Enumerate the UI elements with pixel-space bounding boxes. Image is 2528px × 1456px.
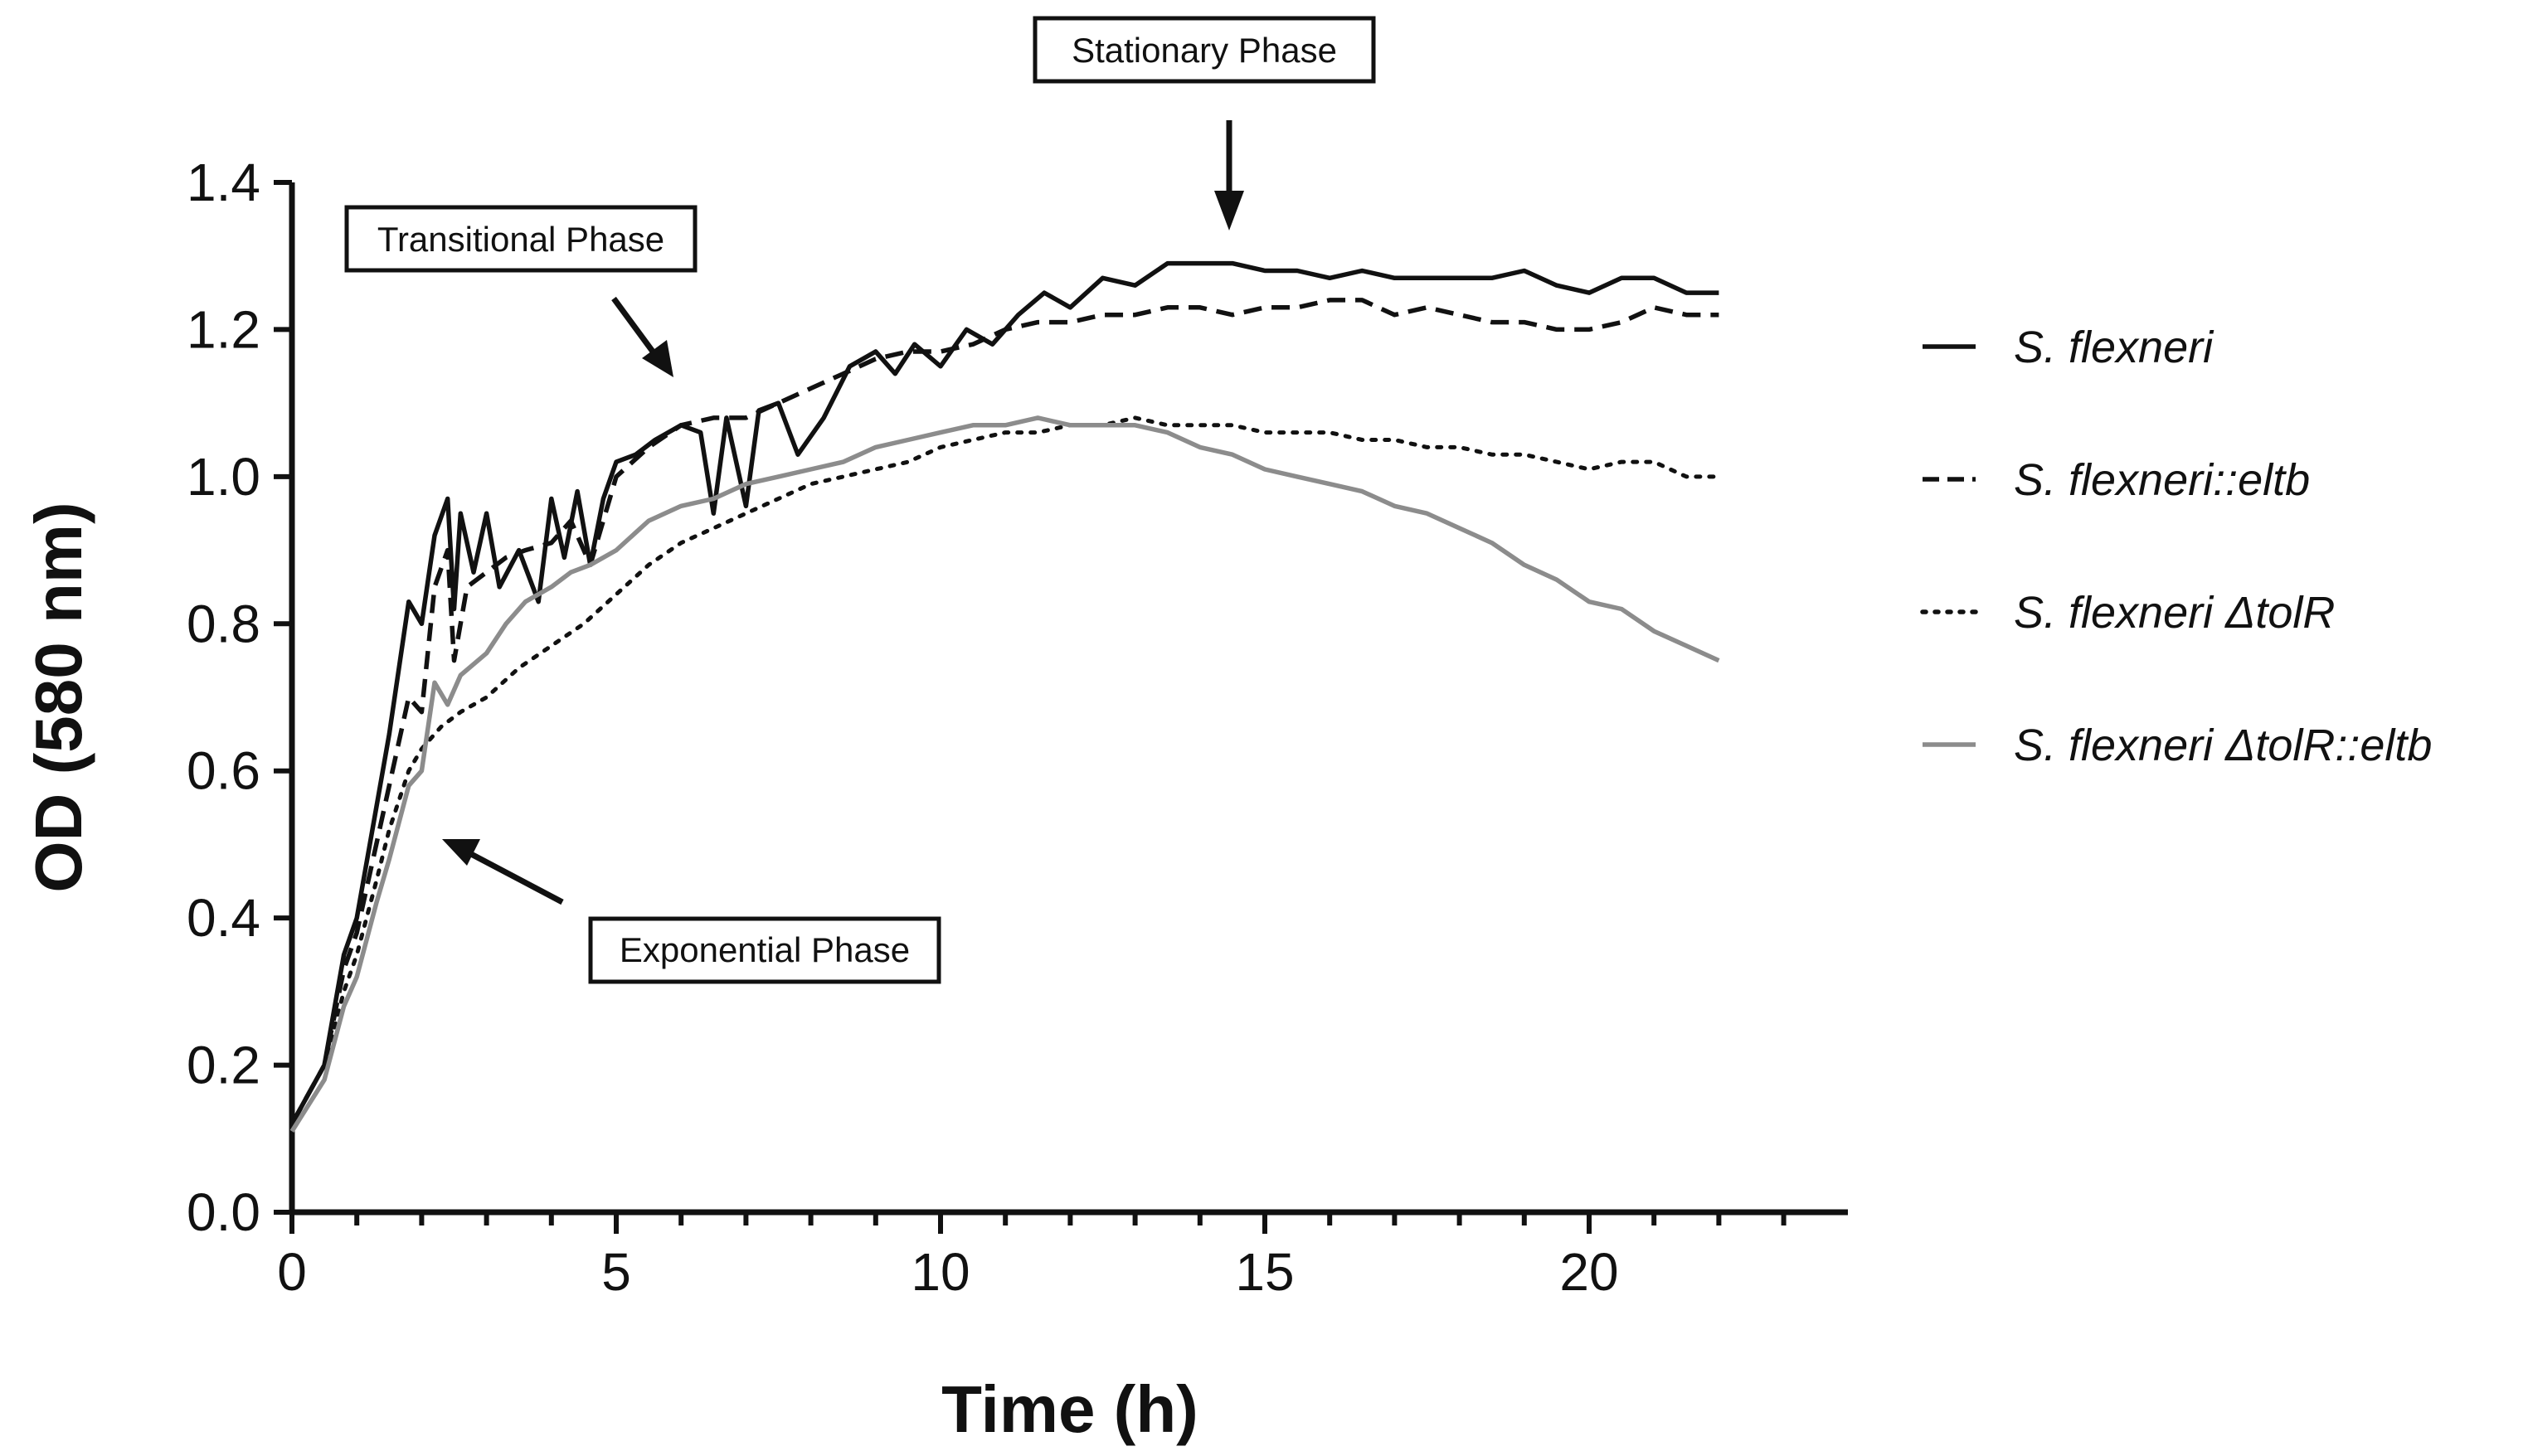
exponential-phase-arrow: [469, 851, 564, 905]
series-group: [289, 260, 1721, 1133]
x-tick-label: 5: [601, 1242, 631, 1302]
series-line-3: [289, 415, 1721, 1126]
y-ticks: 0.0 0.2 0.4 0.6 0.8 1.0 1.2 1.4: [187, 153, 292, 1242]
phase-annotations: Stationary Phase Transitional Phase Expo…: [344, 16, 1376, 984]
stationary-phase-arrowhead-icon: [1214, 191, 1244, 231]
transitional-phase-label: Transitional Phase: [377, 220, 664, 259]
y-tick-label: 1.4: [187, 153, 260, 212]
x-axis-title: Time (h): [941, 1372, 1198, 1446]
series-line-1: [289, 260, 1719, 1125]
stationary-phase-label: Stationary Phase: [1072, 31, 1337, 70]
exponential-phase-arrowhead-icon: [442, 839, 480, 866]
transitional-phase-box: [344, 205, 698, 273]
legend-label-1: S. flexneri: [2014, 323, 2214, 372]
y-tick-label: 0.2: [187, 1036, 260, 1095]
x-tick-label: 15: [1235, 1242, 1294, 1302]
series-line-4: [289, 415, 1720, 1133]
exponential-phase-box: [588, 916, 941, 984]
stationary-phase-box: [1033, 16, 1376, 84]
axes: 0.0 0.2 0.4 0.6 0.8 1.0 1.2 1.4 0 5 10 15 20: [187, 153, 1848, 1302]
y-tick-label: 0.0: [187, 1182, 260, 1242]
legend-label-3: S. flexneri ΔtolR: [2014, 588, 2335, 638]
legend-label-2: S. flexneri::eltb: [2014, 455, 2310, 505]
x-tick-label: 0: [277, 1242, 307, 1302]
legend-label-4: S. flexneri ΔtolR::eltb: [2014, 721, 2432, 770]
transitional-phase-arrowhead-icon: [642, 340, 673, 377]
x-tick-label: 20: [1559, 1242, 1618, 1302]
y-tick-label: 1.0: [187, 447, 260, 507]
exponential-phase-label: Exponential Phase: [620, 930, 910, 969]
y-tick-label: 0.8: [187, 594, 260, 653]
x-ticks: 0 5 10 15 20: [277, 1212, 1787, 1302]
y-axis-title: OD (580 nm): [22, 502, 95, 892]
y-tick-label: 0.6: [187, 741, 260, 801]
x-tick-label: 10: [911, 1242, 970, 1302]
series-line-2: [289, 298, 1719, 1125]
transitional-phase-arrow: [611, 296, 658, 357]
y-tick-label: 0.4: [187, 888, 260, 948]
y-tick-label: 1.2: [187, 299, 260, 359]
